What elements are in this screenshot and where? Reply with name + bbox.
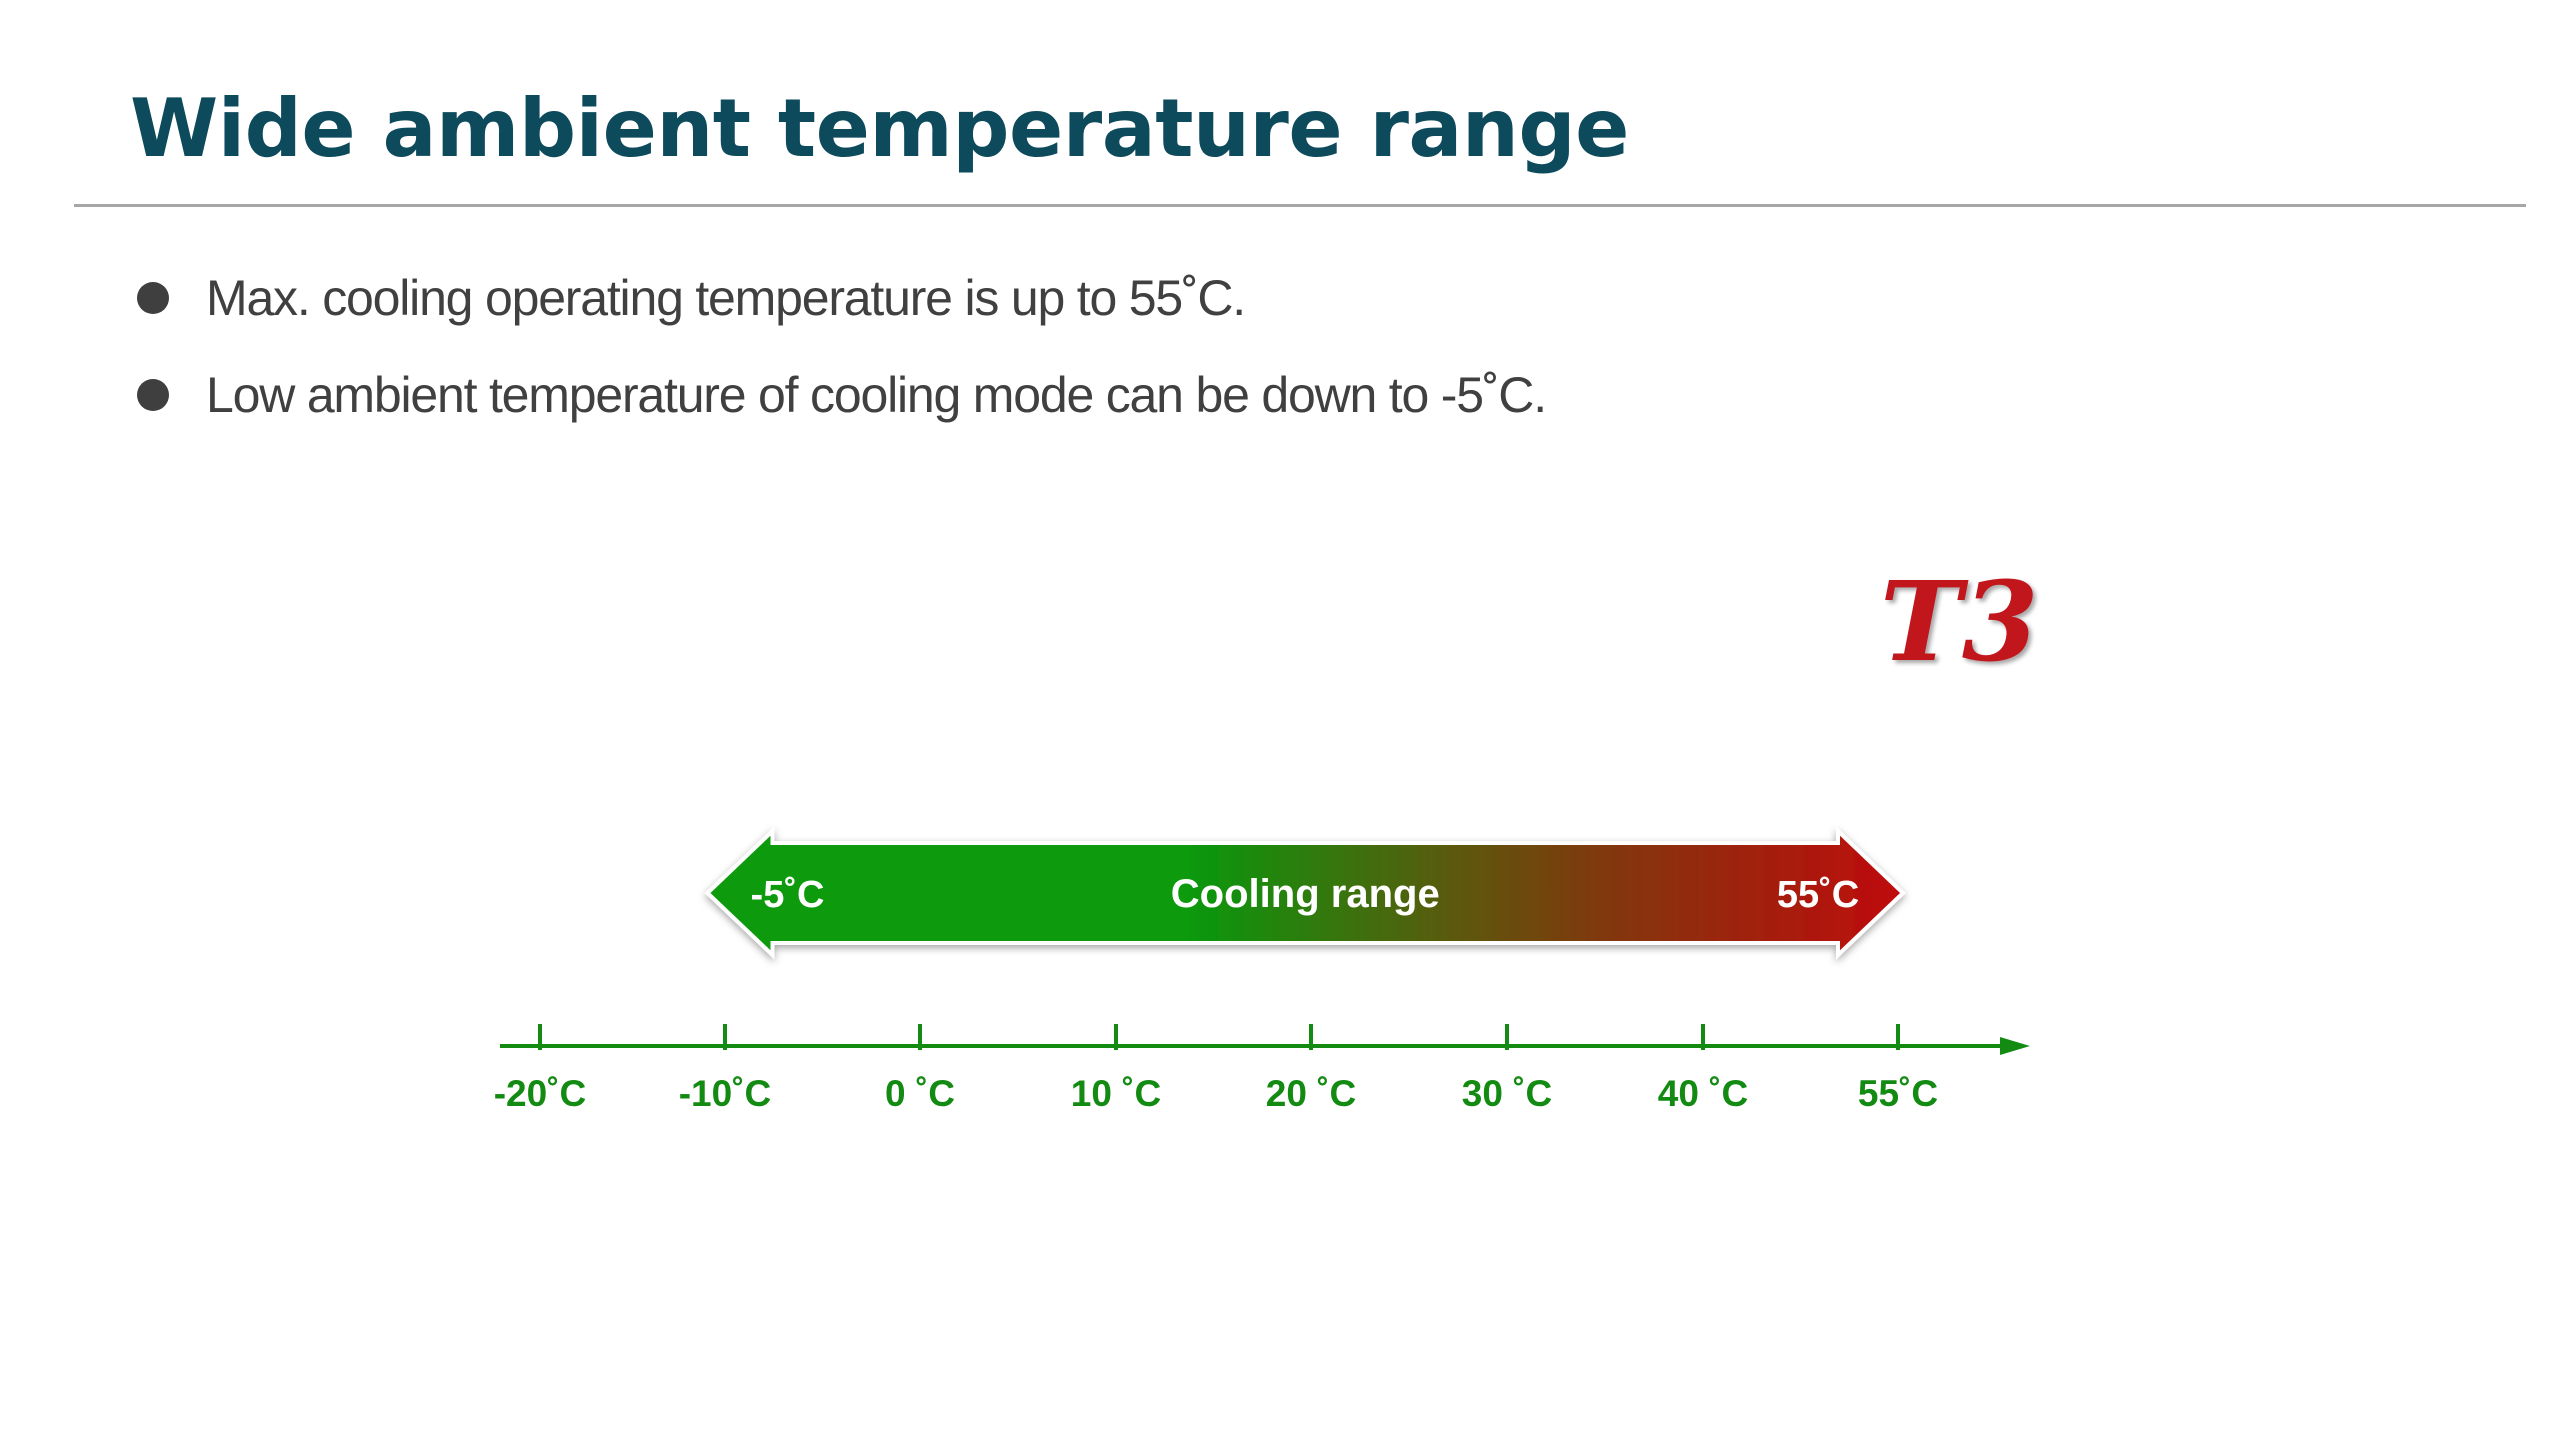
t3-badge-text: T3 bbox=[1880, 557, 2038, 686]
title-divider bbox=[74, 204, 2526, 207]
slide-title: Wide ambient temperature range bbox=[130, 82, 1629, 175]
temperature-axis bbox=[500, 1037, 2030, 1055]
axis-tick-label: 10 ˚C bbox=[1071, 1073, 1161, 1114]
axis-tick-label: 40 ˚C bbox=[1658, 1073, 1748, 1114]
axis-tick-label: -10˚C bbox=[679, 1073, 772, 1114]
bullet-dot-icon bbox=[137, 379, 169, 411]
axis-tick-label: 30 ˚C bbox=[1462, 1073, 1552, 1114]
bullet-item: Low ambient temperature of cooling mode … bbox=[137, 363, 1547, 427]
axis-tick-label: 20 ˚C bbox=[1266, 1073, 1356, 1114]
bullet-text: Low ambient temperature of cooling mode … bbox=[206, 367, 1547, 423]
cooling-range-arrow: -5˚C Cooling range 55˚C bbox=[704, 826, 1906, 960]
bullet-dot-icon bbox=[137, 282, 169, 314]
cooling-range-shape bbox=[704, 826, 1906, 960]
range-min-label: -5˚C bbox=[751, 874, 825, 916]
axis-arrowhead-icon bbox=[2000, 1037, 2030, 1055]
axis-ticks: -20˚C -10˚C 0 ˚C 10 ˚C 20 ˚C 30 ˚C 40 ˚C 55˚C bbox=[494, 1024, 1938, 1114]
axis-tick-label: 55˚C bbox=[1858, 1073, 1938, 1114]
range-max-label: 55˚C bbox=[1777, 874, 1859, 916]
bullet-item: Max. cooling operating temperature is up… bbox=[137, 266, 1246, 330]
axis-tick-label: 0 ˚C bbox=[885, 1073, 955, 1114]
axis-tick-label: -20˚C bbox=[494, 1073, 587, 1114]
bullet-text: Max. cooling operating temperature is up… bbox=[206, 270, 1246, 326]
t3-badge: T3 bbox=[1880, 557, 2038, 686]
range-title-label: Cooling range bbox=[1171, 872, 1440, 916]
